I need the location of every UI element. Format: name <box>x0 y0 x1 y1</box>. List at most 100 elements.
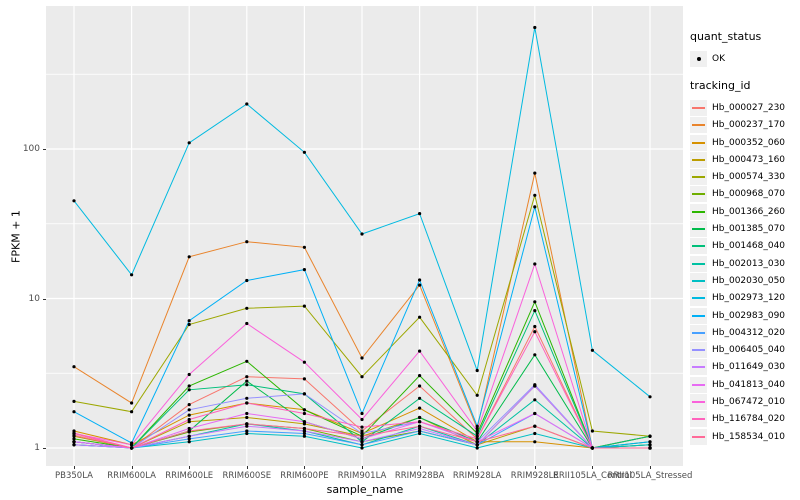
series-line-icon <box>692 176 705 179</box>
legend-tracking-id-item: Hb_004312_020 <box>690 324 798 341</box>
plot-canvas <box>46 6 683 466</box>
x-tick-label: RRIM928BA <box>394 471 445 481</box>
series-color-key <box>690 117 707 134</box>
legend-tracking-id-label: Hb_006405_040 <box>712 345 786 356</box>
x-tick-mark <box>131 466 133 469</box>
x-tick-mark <box>362 466 363 469</box>
x-tick-mark <box>592 466 594 469</box>
x-tick-mark <box>477 466 479 469</box>
legend-tracking-id-label: Hb_002973_120 <box>712 293 786 304</box>
y-axis-title: FPKM + 1 <box>9 210 23 263</box>
legend-tracking-id-label: Hb_004312_020 <box>712 327 786 338</box>
legend-quant-status: quant_status OK <box>690 30 798 67</box>
series-line-icon <box>692 383 705 386</box>
x-tick-label: RRII105LA_Control <box>553 471 632 481</box>
x-tick-label: RRIM928LE <box>510 471 559 481</box>
series-line-icon <box>692 331 705 334</box>
legend-tracking-id-label: Hb_067472_010 <box>712 396 786 407</box>
series-color-key <box>690 324 707 341</box>
x-tick-label: RRIM600LE <box>165 471 214 481</box>
legend-tracking-id-item: Hb_000574_330 <box>690 168 798 186</box>
series-line-icon <box>692 279 705 282</box>
series-color-key <box>690 203 707 220</box>
legend-tracking-id-item: Hb_041813_040 <box>690 376 798 393</box>
series-color-key <box>690 342 707 359</box>
series-line-icon <box>692 210 705 213</box>
series-color-key <box>690 272 707 289</box>
plot-panel <box>46 6 683 466</box>
legend-tracking-id-items: Hb_000027_230 Hb_000237_170 Hb_000352_060 H… <box>690 99 798 445</box>
series-line-icon <box>692 400 705 403</box>
series-color-key <box>690 169 707 186</box>
x-tick-mark <box>74 466 75 469</box>
legend-quant-status-label: OK <box>712 53 725 64</box>
legend-tracking-id-label: Hb_002983_090 <box>712 310 786 321</box>
legend-tracking-id-item: Hb_000027_230 <box>690 99 798 116</box>
series-color-key <box>690 359 707 376</box>
legend-tracking-id-item: Hb_158534_010 <box>690 428 798 445</box>
series-line-icon <box>692 418 705 421</box>
series-line-icon <box>692 158 705 161</box>
series-line-icon <box>692 245 705 248</box>
legend-tracking-id-label: Hb_000352_060 <box>712 137 786 148</box>
series-line-icon <box>692 193 705 196</box>
y-tick-mark <box>43 149 46 150</box>
legend-tracking-id-item: Hb_000968_070 <box>690 186 798 203</box>
black-point-icon <box>696 56 701 61</box>
x-tick-label: RRIM901LA <box>337 471 387 481</box>
series-line-icon <box>692 314 705 317</box>
legend-tracking-id-item: Hb_002030_050 <box>690 272 798 289</box>
series-line-icon <box>692 297 705 300</box>
y-tick-mark <box>43 448 46 449</box>
x-tick-mark <box>534 466 536 469</box>
y-tick-mark <box>43 298 46 300</box>
legend-tracking-id-label: Hb_116784_020 <box>712 414 786 425</box>
series-color-key <box>690 290 707 307</box>
legend-tracking-id-label: Hb_001468_040 <box>712 241 786 252</box>
series-color-key <box>690 99 707 116</box>
series-line-icon <box>692 366 705 369</box>
legend-tracking-id-item: Hb_002973_120 <box>690 290 798 307</box>
x-tick-label: PB350LA <box>55 471 93 481</box>
series-color-key <box>690 393 707 410</box>
x-tick-mark <box>304 466 306 469</box>
legend-tracking-id-label: Hb_001366_260 <box>712 206 786 217</box>
legend-tracking-id-item: Hb_006405_040 <box>690 341 798 359</box>
series-line-icon <box>692 435 705 438</box>
series-color-key <box>690 376 707 393</box>
x-tick-mark <box>189 466 191 469</box>
legend-tracking-id-item: Hb_002983_090 <box>690 307 798 324</box>
legend-tracking-id-item: Hb_001366_260 <box>690 203 798 220</box>
x-tick-label: RRIM600LA <box>107 471 156 481</box>
x-tick-label: RRIM600SE <box>222 471 272 481</box>
quant-ok-key <box>690 50 707 67</box>
legend-tracking-id-label: Hb_002013_030 <box>712 258 786 269</box>
legend-tracking-id-label: Hb_158534_010 <box>712 431 786 442</box>
x-axis-title: sample_name <box>326 483 404 496</box>
x-tick-label: RRIM600PE <box>280 471 329 481</box>
series-color-key <box>690 411 707 428</box>
series-color-key <box>690 307 707 324</box>
legend-quant-status-title: quant_status <box>690 30 762 43</box>
y-tick-label: 10 <box>28 293 40 304</box>
series-color-key <box>690 255 707 272</box>
x-tick-mark <box>650 466 651 469</box>
legend-tracking-id-label: Hb_041813_040 <box>712 379 786 390</box>
legend-tracking-id-label: Hb_000237_170 <box>712 120 786 131</box>
legend-tracking-id-label: Hb_002030_050 <box>712 275 786 286</box>
legend-tracking-id-item: Hb_000352_060 <box>690 134 798 151</box>
legend-tracking-id-item: Hb_116784_020 <box>690 411 798 428</box>
series-color-key <box>690 221 707 238</box>
series-line-icon <box>692 228 705 231</box>
series-color-key <box>690 186 707 203</box>
y-tick-label: 1 <box>34 443 40 453</box>
legend-tracking-id-item: Hb_000473_160 <box>690 151 798 168</box>
series-line-icon <box>692 141 705 144</box>
legend-tracking-id-title: tracking_id <box>690 79 751 93</box>
series-color-key <box>690 428 707 445</box>
y-tick-label: 100 <box>22 144 40 154</box>
legend: quant_status OK tracking_id Hb_000027_23… <box>690 30 798 445</box>
legend-tracking-id-label: Hb_000473_160 <box>712 154 786 165</box>
legend-tracking-id-item: Hb_002013_030 <box>690 255 798 272</box>
